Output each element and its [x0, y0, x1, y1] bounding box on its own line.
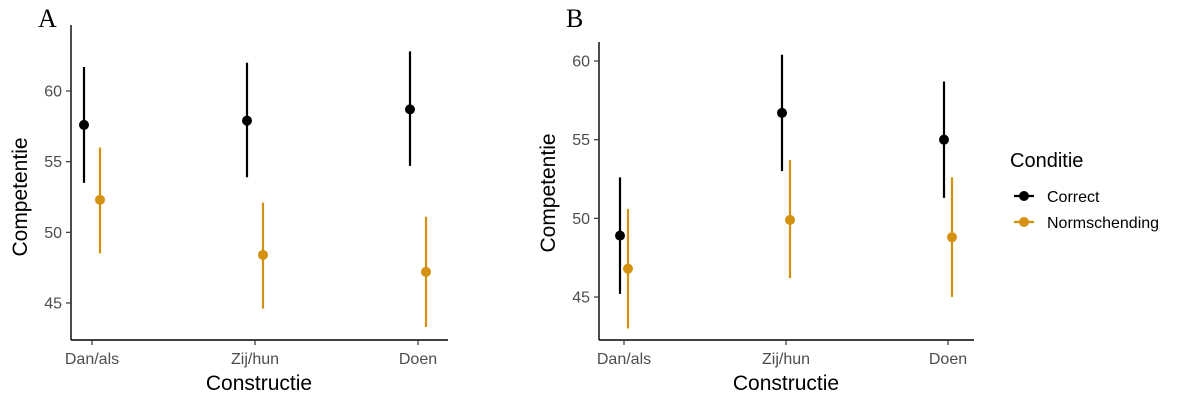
panel-a-y-tick-label: 60 — [44, 84, 62, 101]
legend-label: Correct — [1047, 189, 1100, 206]
legend-item: Normschending — [1014, 215, 1159, 232]
panel-b-x-tick-label: Dan/als — [597, 351, 651, 368]
panel-a-y-tick-label: 50 — [44, 225, 62, 242]
panel-a-x-ticks: Dan/als Zij/hun Doen — [65, 340, 437, 368]
panel-a-points — [79, 51, 431, 328]
panel-b-y-tick-label: 50 — [572, 211, 590, 228]
panel-a-letter: A — [38, 4, 57, 33]
panel-b-data-point — [947, 232, 957, 243]
panel-b-letter: B — [566, 4, 583, 33]
panel-b-data-point — [777, 107, 787, 118]
panel-a-y-ticks: 45 50 55 60 — [44, 84, 71, 313]
panel-b-y-tick-label: 60 — [572, 54, 590, 71]
panel-a-data-point — [405, 104, 415, 115]
panel-b-x-tick-label: Doen — [929, 351, 967, 368]
panel-a-x-axis-title: Constructie — [206, 372, 312, 395]
panel-b-y-tick-label: 45 — [572, 290, 590, 307]
legend-key-point — [1019, 217, 1029, 227]
legend-label: Normschending — [1047, 215, 1159, 232]
legend: Conditie Correct Normschending — [1010, 150, 1159, 232]
panel-b-data-point — [785, 214, 795, 225]
legend-key-point — [1019, 191, 1029, 201]
legend-item: Correct — [1014, 189, 1100, 206]
panel-b-x-tick-label: Zij/hun — [762, 351, 810, 368]
panel-b: B 45 50 55 60 Dan/als Zij/hun Doen Constructi… — [537, 4, 974, 395]
panel-b-y-axis-title: Competentie — [537, 133, 560, 252]
panel-b-y-ticks: 45 50 55 60 — [572, 54, 599, 307]
panel-a-data-point — [79, 119, 89, 130]
panel-a-x-tick-label: Doen — [399, 351, 437, 368]
panel-a: A 45 50 55 60 Dan/als Zij/hun Doen Constructi… — [9, 4, 448, 395]
legend-title: Conditie — [1010, 150, 1083, 172]
panel-b-y-tick-label: 55 — [572, 132, 590, 149]
panel-b-points — [615, 54, 957, 329]
panel-a-x-tick-label: Dan/als — [65, 351, 119, 368]
legend-items: Correct Normschending — [1014, 189, 1159, 232]
panel-a-x-tick-label: Zij/hun — [231, 351, 279, 368]
panel-b-data-point — [623, 263, 633, 274]
panel-a-data-point — [242, 115, 252, 126]
panel-a-data-point — [258, 249, 268, 260]
panel-b-x-axis-title: Constructie — [733, 372, 839, 395]
panel-a-y-tick-label: 45 — [44, 296, 62, 313]
panel-b-data-point — [939, 134, 949, 145]
panel-a-data-point — [421, 266, 431, 277]
panel-a-y-axis-title: Competentie — [9, 137, 32, 256]
panel-a-y-tick-label: 55 — [44, 154, 62, 171]
panel-a-data-point — [95, 194, 105, 205]
panel-b-x-ticks: Dan/als Zij/hun Doen — [597, 340, 967, 368]
panel-b-data-point — [615, 230, 625, 241]
